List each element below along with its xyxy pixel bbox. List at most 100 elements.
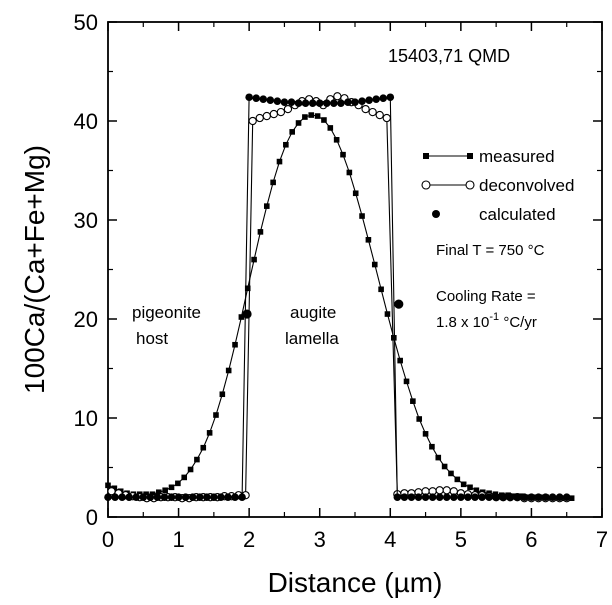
annotation-lamella: lamella bbox=[285, 329, 339, 348]
point-calculated bbox=[358, 97, 366, 105]
point-deconvolved bbox=[276, 107, 286, 117]
point-calculated bbox=[527, 493, 536, 502]
y-tick-label: 40 bbox=[74, 109, 98, 134]
point-calculated bbox=[351, 98, 359, 106]
chart-title: 15403,71 QMD bbox=[388, 46, 510, 66]
point-measured bbox=[346, 169, 353, 176]
annotation-cooling-rate-label: Cooling Rate = bbox=[436, 288, 536, 305]
point-measured bbox=[156, 489, 162, 496]
y-tick-label: 20 bbox=[74, 307, 98, 332]
point-measured bbox=[194, 456, 200, 463]
point-calculated bbox=[132, 493, 141, 502]
point-measured bbox=[289, 129, 295, 135]
y-axis-label: 100Ca/(Ca+Fe+Mg) bbox=[19, 145, 50, 394]
point-measured bbox=[441, 463, 448, 470]
annotation-pigeonite: pigeonite bbox=[132, 303, 201, 322]
point-measured bbox=[276, 158, 283, 165]
point-deconvolved bbox=[375, 110, 384, 120]
legend-marker bbox=[465, 180, 475, 190]
point-measured bbox=[460, 481, 467, 488]
legend-marker bbox=[432, 210, 440, 218]
point-measured bbox=[391, 335, 397, 341]
point-calculated bbox=[548, 493, 557, 502]
point-measured bbox=[378, 286, 384, 293]
point-calculated bbox=[471, 493, 479, 502]
legend: measured deconvolved calculated bbox=[421, 147, 574, 224]
point-calculated bbox=[287, 98, 296, 106]
point-measured bbox=[416, 416, 423, 422]
point-calculated bbox=[125, 493, 133, 502]
point-measured bbox=[219, 391, 226, 398]
point-measured bbox=[168, 484, 175, 491]
point-measured bbox=[321, 117, 327, 123]
point-calculated bbox=[273, 97, 282, 105]
point-calculated bbox=[294, 99, 303, 107]
plot-frame bbox=[107, 21, 603, 518]
point-boundary bbox=[394, 299, 404, 309]
point-calculated bbox=[344, 98, 352, 106]
point-calculated bbox=[153, 493, 162, 502]
point-measured bbox=[283, 141, 289, 148]
point-measured bbox=[333, 137, 340, 143]
point-deconvolved bbox=[255, 113, 264, 123]
point-calculated bbox=[365, 96, 373, 105]
point-measured bbox=[213, 412, 219, 418]
point-calculated bbox=[160, 493, 169, 502]
point-measured bbox=[429, 443, 435, 450]
point-calculated bbox=[534, 493, 543, 502]
point-calculated bbox=[513, 493, 522, 502]
point-measured bbox=[359, 213, 365, 219]
point-calculated bbox=[252, 94, 260, 103]
point-measured bbox=[105, 482, 111, 489]
annotation-host: host bbox=[136, 329, 168, 348]
point-calculated bbox=[485, 493, 493, 502]
x-axis-label: Distance (µm) bbox=[268, 567, 443, 598]
point-measured bbox=[454, 476, 461, 483]
point-calculated bbox=[266, 96, 275, 105]
legend-label: deconvolved bbox=[479, 176, 574, 195]
point-measured bbox=[244, 285, 251, 292]
point-boundary bbox=[242, 309, 252, 319]
legend-item-measured: measured bbox=[423, 147, 555, 166]
point-calculated bbox=[245, 93, 253, 102]
point-calculated bbox=[464, 493, 472, 502]
y-tick-label: 10 bbox=[74, 406, 98, 431]
axis-ticks: 0 1 2 3 4 5 6 7 0 10 20 30 40 50 bbox=[74, 10, 609, 552]
point-calculated bbox=[400, 493, 409, 502]
point-calculated bbox=[450, 493, 458, 502]
legend-marker bbox=[467, 153, 473, 159]
cooling-exponent: -1 bbox=[489, 311, 499, 323]
point-measured bbox=[187, 466, 194, 473]
point-measured bbox=[200, 444, 207, 451]
point-calculated bbox=[499, 493, 508, 502]
x-tick-label: 0 bbox=[102, 527, 114, 552]
point-calculated bbox=[555, 493, 564, 502]
point-calculated bbox=[562, 493, 571, 502]
x-tick-label: 2 bbox=[243, 527, 255, 552]
point-measured bbox=[232, 341, 238, 348]
point-calculated bbox=[181, 493, 190, 502]
y-tick-label: 50 bbox=[74, 10, 98, 35]
annotation-cooling-rate-value: 1.8 x 10-1 °C/yr bbox=[436, 311, 537, 331]
x-tick-label: 7 bbox=[596, 527, 608, 552]
point-deconvolved bbox=[283, 104, 293, 114]
point-calculated bbox=[238, 493, 246, 502]
point-measured bbox=[238, 314, 245, 320]
point-calculated bbox=[146, 493, 155, 502]
point-measured bbox=[340, 151, 346, 158]
legend-marker bbox=[423, 153, 429, 159]
point-measured bbox=[473, 487, 480, 494]
final-t-text: Final T = 750 bbox=[436, 242, 528, 259]
point-calculated bbox=[506, 493, 515, 502]
point-calculated bbox=[104, 493, 112, 502]
legend-label: measured bbox=[479, 147, 555, 166]
point-measured bbox=[314, 113, 321, 119]
point-calculated bbox=[139, 493, 148, 502]
point-calculated bbox=[435, 493, 444, 502]
point-calculated bbox=[379, 94, 388, 103]
point-measured bbox=[568, 495, 575, 501]
point-calculated bbox=[203, 493, 211, 502]
point-calculated bbox=[492, 493, 500, 502]
point-calculated bbox=[407, 493, 416, 502]
